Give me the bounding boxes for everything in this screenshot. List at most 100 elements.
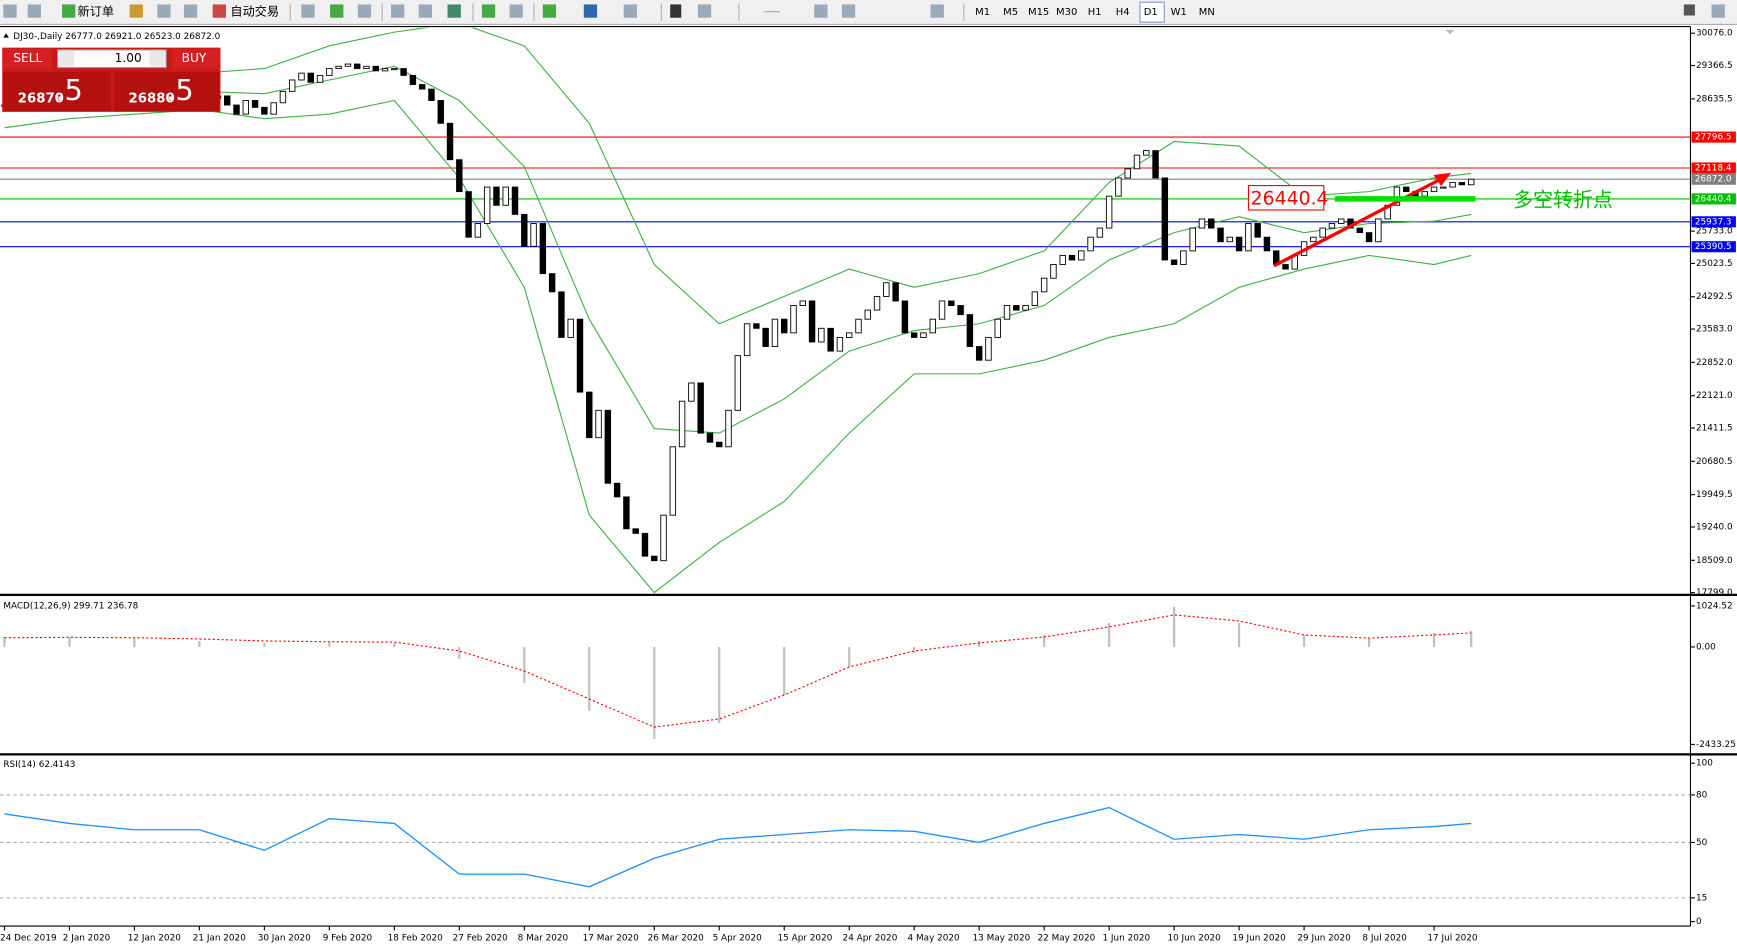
candle xyxy=(307,72,314,83)
timeframe-button[interactable]: M15 xyxy=(1028,7,1049,18)
macd-bar xyxy=(3,636,6,647)
ask-price: 26880 xyxy=(129,92,175,107)
buy-label[interactable]: BUY xyxy=(182,51,207,65)
buy-button[interactable] xyxy=(171,48,220,69)
candle xyxy=(688,382,695,402)
macd-bar xyxy=(1237,622,1241,647)
timeframe-button[interactable]: W1 xyxy=(1171,7,1187,18)
price-label-box xyxy=(1691,193,1736,205)
toolbar-button[interactable]: 自动交易 xyxy=(230,4,279,19)
candle xyxy=(251,100,259,108)
lot-input[interactable] xyxy=(57,49,167,69)
candle xyxy=(1263,236,1271,252)
candle xyxy=(725,409,732,448)
candle xyxy=(845,332,853,338)
x-tick-label: 1 Jun 2020 xyxy=(1102,934,1150,944)
x-tick-label: 5 Apr 2020 xyxy=(713,934,763,944)
toolbar-button[interactable]: 新订单 xyxy=(78,4,115,19)
candle xyxy=(326,68,333,76)
candle xyxy=(623,496,630,530)
candle xyxy=(827,327,834,352)
candle xyxy=(1096,227,1104,238)
rsi-line xyxy=(4,806,1472,888)
candle xyxy=(1124,168,1131,179)
x-tick-label: 17 Mar 2020 xyxy=(583,934,640,944)
price-label: 25937.3 xyxy=(1695,217,1732,227)
candle xyxy=(781,318,788,334)
toolbar xyxy=(0,0,1737,25)
price-label-box xyxy=(1691,173,1736,185)
candle xyxy=(808,300,816,343)
timeframe-button[interactable]: M5 xyxy=(1003,7,1018,18)
candle xyxy=(493,186,500,206)
macd-bar xyxy=(783,646,786,696)
candle xyxy=(1319,227,1326,238)
candle xyxy=(929,318,936,334)
one-click-trading: SELL BUY 1.00 26870 .5 26880 .5 xyxy=(2,47,221,112)
x-tick-label: 8 Mar 2020 xyxy=(518,934,569,944)
candle xyxy=(1013,305,1020,311)
candle xyxy=(901,300,909,334)
macd-bar xyxy=(1432,632,1436,647)
candle xyxy=(975,346,983,361)
candle xyxy=(1458,182,1466,186)
y-tick-label: 50 xyxy=(1696,838,1708,848)
x-tick-label: 17 Jul 2020 xyxy=(1427,934,1478,944)
y-tick-label: 1024.52 xyxy=(1696,601,1733,611)
candle xyxy=(994,318,1001,338)
timeframe-button[interactable]: H4 xyxy=(1116,7,1130,18)
macd-bar xyxy=(978,640,981,647)
macd-bar xyxy=(1043,634,1046,647)
x-tick-label: 13 May 2020 xyxy=(973,934,1031,944)
macd-bar xyxy=(1367,638,1371,647)
candle xyxy=(567,318,574,338)
candle xyxy=(1226,236,1234,243)
sell-price-box[interactable] xyxy=(3,72,111,111)
x-tick-label: 8 Jul 2020 xyxy=(1362,934,1407,944)
price-label-box xyxy=(1691,162,1736,174)
lot-value[interactable]: 1.00 xyxy=(115,51,142,65)
candle xyxy=(1310,236,1317,243)
x-tick-label: 4 May 2020 xyxy=(908,934,960,944)
x-tick-label: 12 Jan 2020 xyxy=(128,934,181,944)
candle xyxy=(1254,223,1261,238)
candle xyxy=(920,332,927,338)
active-timeframe[interactable] xyxy=(1139,1,1165,23)
candle xyxy=(400,68,407,76)
candle xyxy=(957,305,964,316)
timeframe-button[interactable]: H1 xyxy=(1088,7,1102,18)
candle xyxy=(511,186,519,215)
trend-arrow xyxy=(1273,177,1441,268)
macd-bar xyxy=(718,646,721,724)
macd-bar xyxy=(523,646,526,683)
candle xyxy=(910,332,918,338)
candle xyxy=(1180,250,1187,265)
bid-pips: .5 xyxy=(55,73,82,107)
macd-bar xyxy=(68,636,71,647)
candle xyxy=(985,336,992,361)
candle xyxy=(883,282,890,297)
candle xyxy=(446,122,454,161)
candle xyxy=(474,223,482,238)
timeframe-button[interactable]: M30 xyxy=(1056,7,1077,18)
bollinger-band xyxy=(4,99,1472,594)
y-tick-label: 29366.5 xyxy=(1696,61,1733,71)
macd-bar xyxy=(1302,634,1306,647)
sell-button[interactable] xyxy=(3,48,53,69)
candle xyxy=(613,482,621,498)
timeframe-button[interactable]: MN xyxy=(1199,7,1215,18)
y-tick-label: 21411.5 xyxy=(1696,424,1733,434)
candle xyxy=(836,336,844,352)
timeframe-button[interactable]: M1 xyxy=(975,7,990,18)
candle xyxy=(1356,227,1363,234)
candle xyxy=(604,409,612,484)
sell-label[interactable]: SELL xyxy=(13,51,42,65)
buy-price-box[interactable] xyxy=(114,72,220,111)
candle xyxy=(316,74,324,83)
macd-bar xyxy=(133,637,136,647)
timeframe-button[interactable]: D1 xyxy=(1144,7,1158,18)
candle xyxy=(1040,277,1048,293)
y-tick-label: 19949.5 xyxy=(1696,490,1733,500)
candle xyxy=(678,400,686,448)
